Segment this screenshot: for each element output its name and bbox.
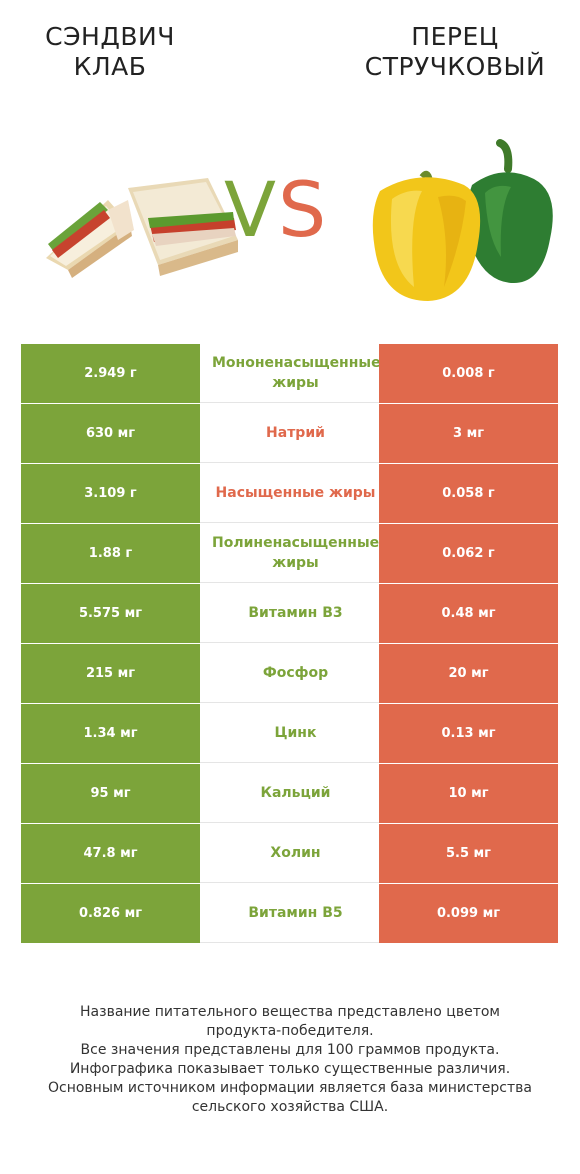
nutrient-cell: Витамин B3: [200, 584, 379, 643]
nutrient-cell: Натрий: [200, 404, 379, 463]
table-row: 630 мг Натрий 3 мг: [21, 404, 558, 464]
comparison-table: 2.949 г Мононенасыщенные жиры 0.008 г 630 м…: [21, 344, 558, 944]
nutrient-name: Витамин B5: [248, 905, 343, 921]
nutrient-name: Мононенасыщенные жиры: [212, 355, 381, 391]
right-value: 0.062 г: [379, 524, 558, 583]
right-value: 3 мг: [379, 404, 558, 463]
footer-line: продукта-победителя.: [206, 1023, 374, 1039]
right-product-title: ПЕРЕЦ СТРУЧКОВЫЙ: [350, 22, 560, 82]
table-row: 0.826 мг Витамин B5 0.099 мг: [21, 884, 558, 944]
nutrient-name: Витамин B3: [248, 605, 343, 621]
left-value: 1.88 г: [21, 524, 200, 583]
right-value: 10 мг: [379, 764, 558, 823]
nutrient-name: Натрий: [266, 425, 325, 441]
left-value: 95 мг: [21, 764, 200, 823]
left-title-line1: СЭНДВИЧ: [45, 22, 175, 51]
nutrient-cell: Полиненасыщенные жиры: [200, 524, 379, 583]
left-value: 3.109 г: [21, 464, 200, 523]
right-value: 20 мг: [379, 644, 558, 703]
nutrient-name: Кальций: [260, 785, 331, 801]
right-value: 0.058 г: [379, 464, 558, 523]
right-title-line1: ПЕРЕЦ: [411, 22, 499, 51]
footer-line: Все значения представлены для 100 граммо…: [80, 1042, 500, 1058]
left-value: 47.8 мг: [21, 824, 200, 883]
table-row: 47.8 мг Холин 5.5 мг: [21, 824, 558, 884]
left-title-line2: КЛАБ: [73, 52, 147, 81]
vs-v: V: [224, 165, 278, 254]
nutrient-name: Цинк: [274, 725, 317, 741]
left-value: 0.826 мг: [21, 884, 200, 943]
nutrient-name: Насыщенные жиры: [215, 485, 376, 501]
nutrient-cell: Кальций: [200, 764, 379, 823]
right-value: 0.48 мг: [379, 584, 558, 643]
left-value: 2.949 г: [21, 344, 200, 403]
footer-line: Основным источником информации является …: [48, 1080, 532, 1096]
right-value: 0.13 мг: [379, 704, 558, 763]
vs-s: S: [278, 165, 329, 254]
table-row: 1.34 мг Цинк 0.13 мг: [21, 704, 558, 764]
nutrient-cell: Фосфор: [200, 644, 379, 703]
footer-notes: Название питательного вещества представл…: [20, 1003, 560, 1117]
right-value: 5.5 мг: [379, 824, 558, 883]
nutrient-name: Холин: [270, 845, 321, 861]
table-row: 95 мг Кальций 10 мг: [21, 764, 558, 824]
nutrient-cell: Насыщенные жиры: [200, 464, 379, 523]
nutrient-name: Полиненасыщенные жиры: [212, 535, 380, 571]
table-row: 1.88 г Полиненасыщенные жиры 0.062 г: [21, 524, 558, 584]
peppers-image: [372, 139, 553, 301]
sandwich-image: [46, 178, 238, 278]
nutrient-cell: Холин: [200, 824, 379, 883]
left-value: 5.575 мг: [21, 584, 200, 643]
table-row: 3.109 г Насыщенные жиры 0.058 г: [21, 464, 558, 524]
footer-line: Инфографика показывает только существенн…: [69, 1061, 511, 1077]
nutrient-name: Фосфор: [262, 665, 329, 681]
left-value: 630 мг: [21, 404, 200, 463]
right-value: 0.008 г: [379, 344, 558, 403]
footer-line: сельского хозяйства США.: [191, 1099, 389, 1115]
table-row: 215 мг Фосфор 20 мг: [21, 644, 558, 704]
right-title-line2: СТРУЧКОВЫЙ: [364, 52, 546, 81]
vs-label: VS: [224, 160, 328, 260]
left-value: 1.34 мг: [21, 704, 200, 763]
left-product-title: СЭНДВИЧ КЛАБ: [30, 22, 190, 82]
left-value: 215 мг: [21, 644, 200, 703]
nutrient-cell: Мононенасыщенные жиры: [200, 344, 381, 403]
right-value: 0.099 мг: [379, 884, 558, 943]
table-row: 2.949 г Мононенасыщенные жиры 0.008 г: [21, 344, 558, 404]
nutrient-cell: Витамин B5: [200, 884, 379, 943]
footer-line: Название питательного вещества представл…: [80, 1004, 500, 1020]
nutrient-cell: Цинк: [200, 704, 379, 763]
table-row: 5.575 мг Витамин B3 0.48 мг: [21, 584, 558, 644]
